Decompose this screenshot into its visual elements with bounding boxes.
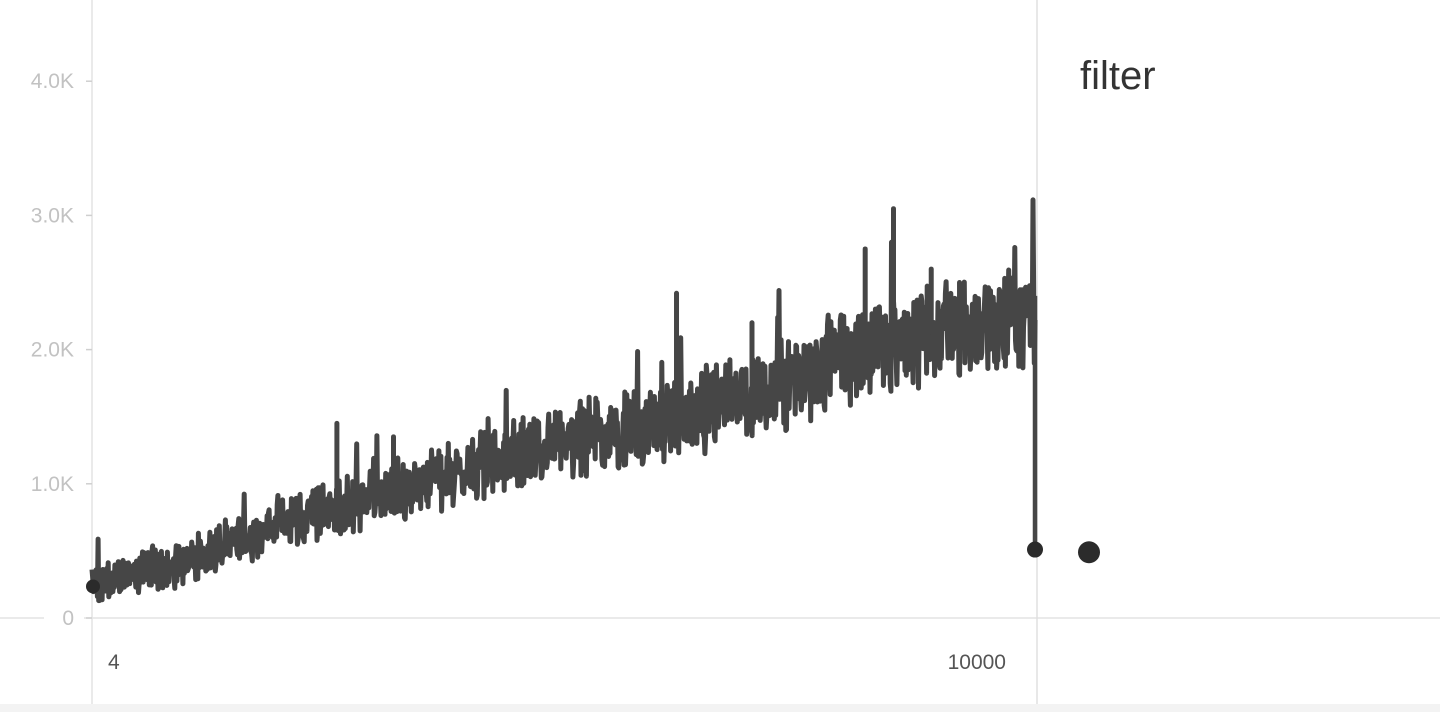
- x-tick-label: 4: [108, 651, 120, 674]
- series-end-point: [1027, 541, 1043, 558]
- bottom-strip: [0, 704, 1440, 712]
- x-axis-ticks: 4 10000: [108, 651, 1006, 674]
- series-start-point: [86, 579, 100, 594]
- plot-area: [86, 197, 1043, 604]
- y-tick-label: 4.0K: [31, 70, 74, 93]
- y-tick-label: 2.0K: [31, 339, 74, 362]
- legend-label-filter: filter: [1080, 54, 1156, 98]
- y-tick-label: 0: [62, 607, 74, 630]
- y-tick-label: 3.0K: [31, 204, 74, 227]
- legend: filter: [1078, 54, 1156, 564]
- y-tick-label: 1.0K: [31, 473, 74, 496]
- summary-point: [1078, 541, 1100, 564]
- y-axis-ticks: 0 1.0K 2.0K 3.0K 4.0K: [31, 70, 92, 630]
- series-line-filter: [89, 197, 1038, 604]
- x-tick-label: 10000: [948, 651, 1006, 674]
